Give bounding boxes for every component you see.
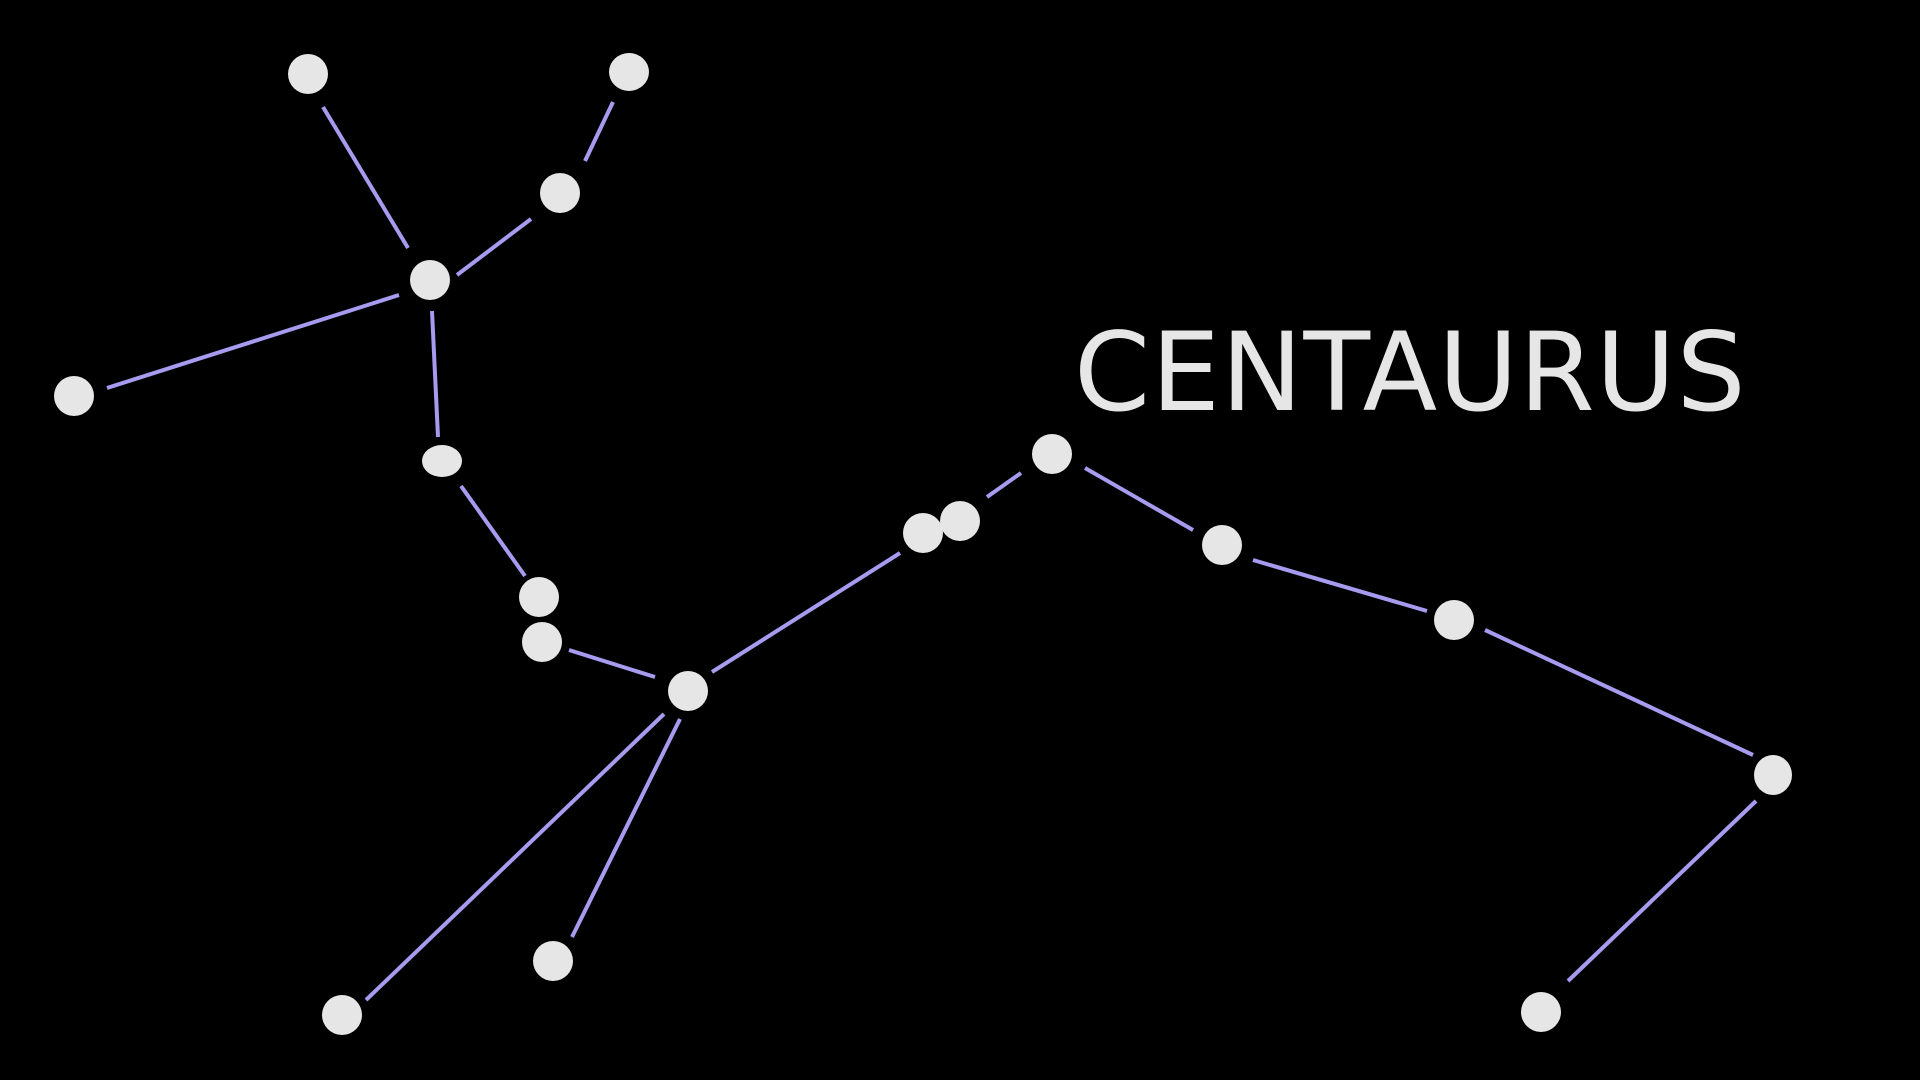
constellation-stars xyxy=(54,53,1792,1035)
star-18 xyxy=(1521,992,1561,1032)
star-4 xyxy=(410,260,450,300)
constellation-line-7 xyxy=(568,648,656,679)
constellation-title: CENTAURUS xyxy=(1074,309,1747,436)
star-7 xyxy=(519,577,559,617)
constellation-line-1 xyxy=(321,105,410,250)
star-3 xyxy=(540,173,580,213)
star-12 xyxy=(1032,434,1072,474)
star-5 xyxy=(54,376,94,416)
constellation-line-15 xyxy=(364,712,666,1002)
constellation-line-12 xyxy=(1484,628,1754,757)
star-13 xyxy=(1202,525,1242,565)
constellation-line-11 xyxy=(1252,558,1428,613)
star-1 xyxy=(288,54,328,94)
star-11 xyxy=(940,501,980,541)
constellation-line-14 xyxy=(570,718,682,938)
star-9 xyxy=(668,671,708,711)
constellation-line-6 xyxy=(459,484,527,578)
constellation-line-13 xyxy=(1566,799,1758,983)
star-16 xyxy=(533,941,573,981)
star-17 xyxy=(322,995,362,1035)
constellation-line-4 xyxy=(106,293,400,390)
constellation-lines xyxy=(106,101,1758,1002)
star-8 xyxy=(522,622,562,662)
star-14 xyxy=(1434,600,1474,640)
constellation-line-8 xyxy=(710,551,902,674)
constellation-line-3 xyxy=(455,217,533,277)
star-15 xyxy=(1754,755,1792,795)
constellation-line-9 xyxy=(985,471,1023,499)
constellation-line-10 xyxy=(1084,466,1194,532)
star-10 xyxy=(903,513,943,553)
constellation-line-5 xyxy=(430,310,440,438)
star-6 xyxy=(422,445,462,477)
constellation-line-2 xyxy=(583,101,615,162)
star-2 xyxy=(609,53,649,91)
